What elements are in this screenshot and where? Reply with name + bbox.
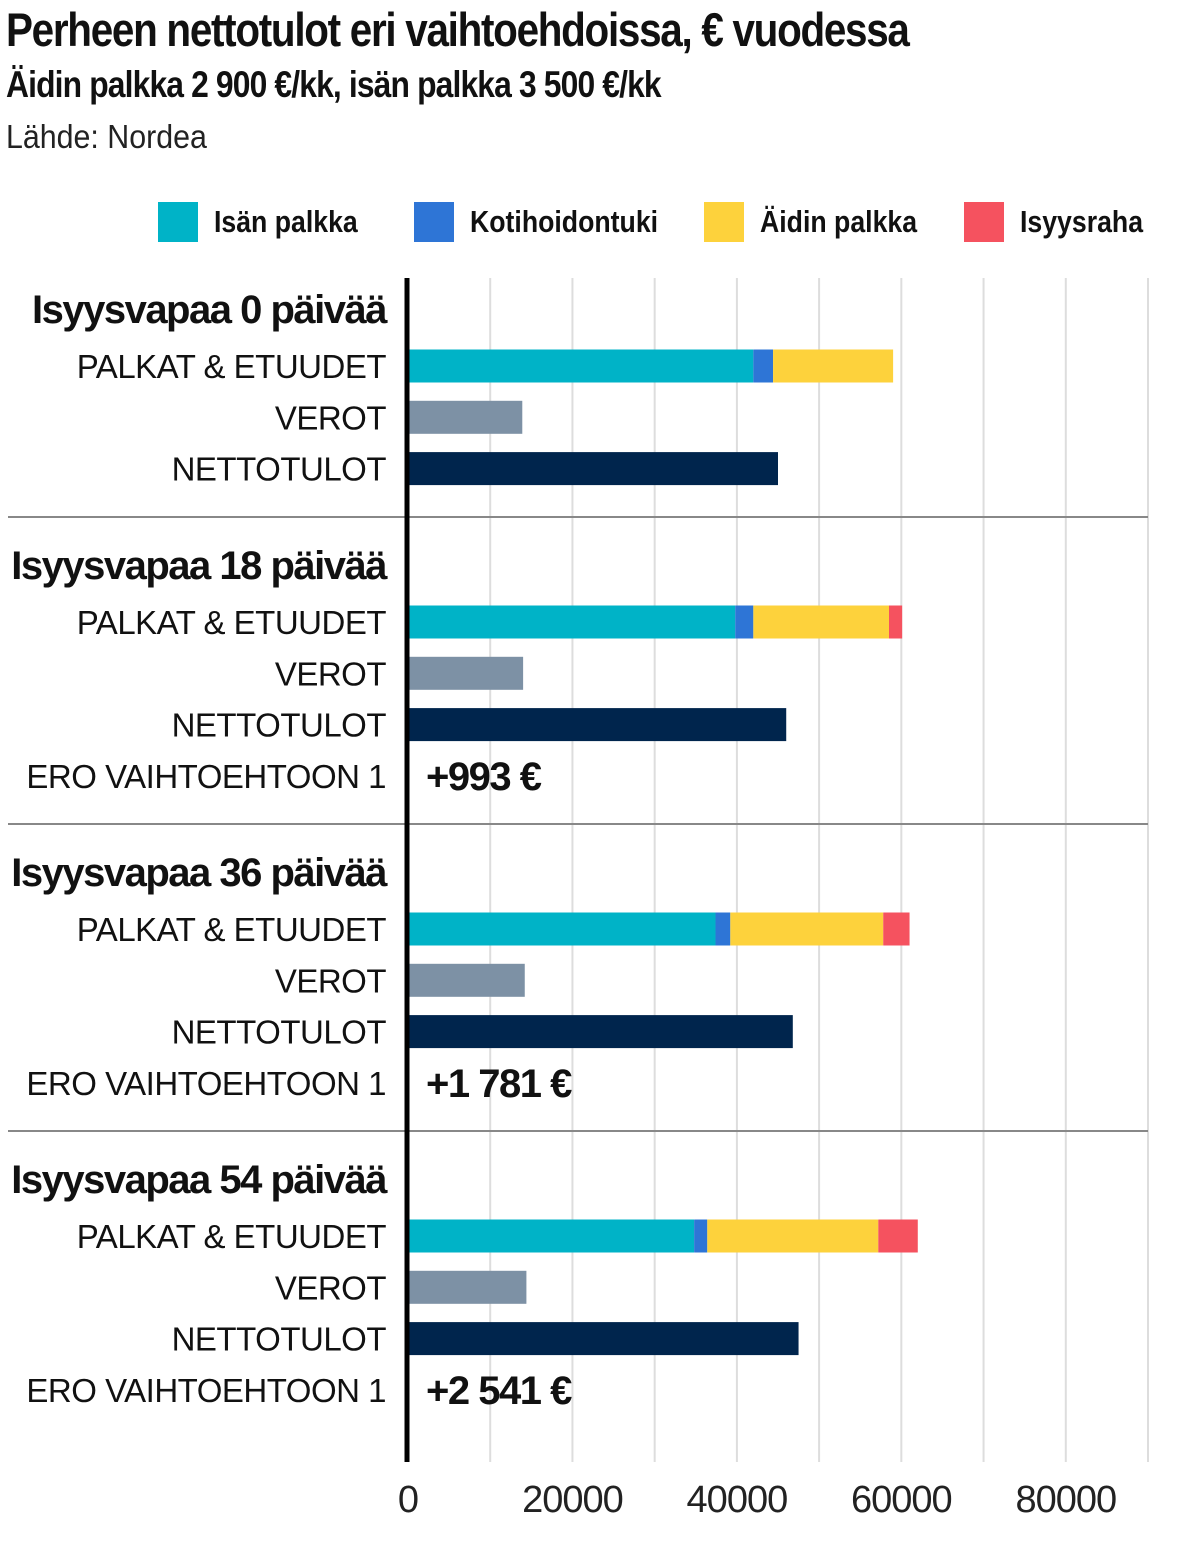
legend-label-isyysraha: Isyysraha: [1020, 204, 1144, 239]
diff-value: +1 781 €: [426, 1062, 572, 1106]
legend-swatch-aidin-palkka: [704, 202, 744, 242]
row-label: PALKAT & ETUUDET: [77, 348, 387, 385]
x-tick-label: 80000: [1015, 1479, 1116, 1521]
row-label: PALKAT & ETUUDET: [77, 911, 387, 948]
diff-value: +2 541 €: [426, 1369, 572, 1413]
bar-taxes: [408, 656, 524, 690]
bar-segment: [408, 1219, 695, 1253]
chart-subtitle: Äidin palkka 2 900 €/kk, isän palkka 3 5…: [6, 64, 662, 105]
bar-taxes: [408, 1270, 527, 1304]
legend-label-aidin-palkka: Äidin palkka: [760, 204, 918, 239]
row-label: VEROT: [275, 962, 387, 999]
legend-swatch-isan-palkka: [158, 202, 198, 242]
bar-segment: [878, 1219, 918, 1253]
legend-item-isyysraha: Isyysraha: [964, 200, 1163, 244]
row-label: NETTOTULOT: [172, 451, 387, 488]
bar-net: [408, 452, 778, 486]
x-tick-label: 0: [398, 1479, 418, 1521]
bar-taxes: [408, 400, 523, 434]
x-tick-label: 60000: [851, 1479, 952, 1521]
row-label: NETTOTULOT: [172, 707, 387, 744]
bar-segment: [735, 605, 754, 639]
bar-segment: [753, 349, 774, 383]
bar-segment: [773, 349, 894, 383]
bar-segment: [408, 349, 754, 383]
bar-segment: [408, 605, 736, 639]
x-tick-label: 20000: [522, 1479, 623, 1521]
bar-segment: [730, 912, 884, 946]
bar-net: [408, 1322, 799, 1356]
legend-item-aidin-palkka: Äidin palkka: [704, 200, 943, 244]
legend-swatch-isyysraha: [964, 202, 1004, 242]
legend-swatch-kotihoidontuki: [414, 202, 454, 242]
legend-label-isan-palkka: Isän palkka: [214, 204, 358, 239]
bar-taxes: [408, 963, 525, 997]
bar-segment: [707, 1219, 879, 1253]
row-label: VEROT: [275, 655, 387, 692]
row-label: VEROT: [275, 1269, 387, 1306]
bar-net: [408, 708, 787, 742]
group-label: Isyysvapaa 54 päivää: [11, 1158, 388, 1202]
row-label: ERO VAIHTOEHTOON 1: [26, 1372, 386, 1409]
chart-source: Lähde: Nordea: [6, 118, 207, 155]
row-label: NETTOTULOT: [172, 1321, 387, 1358]
bar-segment: [694, 1219, 708, 1253]
bar-segment: [883, 912, 910, 946]
x-tick-label: 40000: [687, 1479, 788, 1521]
row-label: PALKAT & ETUUDET: [77, 1218, 387, 1255]
diff-value: +993 €: [426, 755, 542, 799]
group-label: Isyysvapaa 18 päivää: [11, 544, 388, 588]
chart-title: Perheen nettotulot eri vaihtoehdoissa, €…: [6, 3, 910, 56]
legend-item-isan-palkka: Isän palkka: [158, 200, 381, 244]
row-label: ERO VAIHTOEHTOON 1: [26, 1065, 386, 1102]
bar-segment: [715, 912, 731, 946]
row-label: PALKAT & ETUUDET: [77, 604, 387, 641]
bar-segment: [753, 605, 889, 639]
legend-label-kotihoidontuki: Kotihoidontuki: [470, 204, 659, 239]
legend-item-kotihoidontuki: Kotihoidontuki: [414, 200, 689, 244]
bar-segment: [889, 605, 903, 639]
group-label: Isyysvapaa 0 päivää: [32, 288, 388, 332]
bar-net: [408, 1015, 793, 1049]
bar-segment: [408, 912, 716, 946]
chart-legend: Isän palkka Kotihoidontuki Äidin palkka …: [0, 200, 1199, 250]
row-label: ERO VAIHTOEHTOON 1: [26, 758, 386, 795]
row-label: NETTOTULOT: [172, 1014, 387, 1051]
group-label: Isyysvapaa 36 päivää: [11, 851, 388, 895]
row-label: VEROT: [275, 399, 387, 436]
